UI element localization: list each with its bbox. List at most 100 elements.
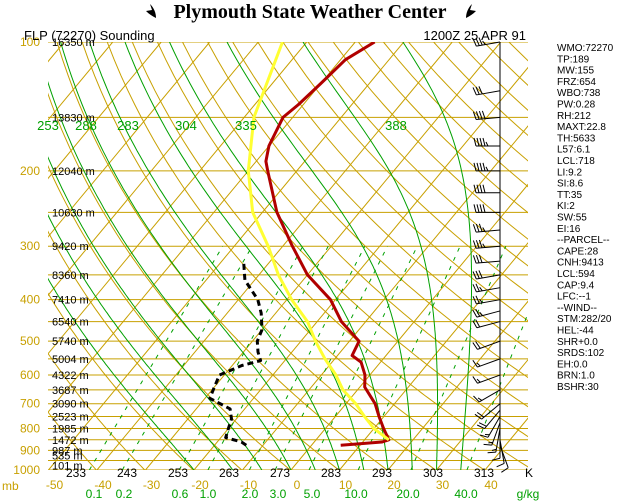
index-label: WMO:72270	[557, 43, 614, 54]
wind-barb	[473, 184, 500, 194]
pressure-tick: 1000	[13, 463, 40, 477]
height-label: 8360 m	[52, 270, 89, 282]
index-label: TH:5633	[557, 133, 596, 144]
dry-adiabat	[307, 42, 528, 267]
temp-tick: -30	[143, 478, 161, 492]
wind-barb	[487, 428, 501, 454]
wind-barb	[474, 403, 501, 420]
moist-adiabat	[48, 156, 263, 470]
isotherm-line	[436, 358, 528, 470]
wind-barb	[472, 239, 501, 249]
isotherm-line	[48, 42, 308, 355]
index-label: CAPE:28	[557, 246, 599, 257]
mixing-ratio-tick: 0.1	[86, 487, 103, 501]
wind-barb	[472, 270, 501, 280]
index-label: CNH:9413	[557, 258, 604, 269]
index-label: PW:0.28	[557, 100, 596, 111]
dry-adiabat	[81, 42, 437, 470]
mixing-ratio-line	[274, 245, 388, 470]
kelvin-tick: 313	[474, 466, 494, 480]
index-label: EH:0.0	[557, 359, 588, 370]
mixing-ratio-line	[466, 311, 528, 470]
height-label: 1985 m	[52, 424, 89, 436]
pressure-unit: mb	[2, 479, 19, 493]
station-label: FLP (72270) Sounding	[24, 28, 155, 43]
mixing-ratio-line	[410, 246, 507, 470]
temp-tick: 0	[294, 478, 301, 492]
index-label: TP:189	[557, 54, 590, 65]
wind-barb	[472, 223, 501, 233]
moist-adiabat	[48, 80, 292, 470]
mixing-ratio-tick: g/kg	[517, 487, 540, 501]
index-label: BSHR:30	[557, 382, 599, 393]
dry-adiabat	[48, 411, 97, 470]
index-label: --WIND--	[557, 303, 597, 314]
kelvin-tick: 303	[423, 466, 443, 480]
kelvin-tick: 283	[321, 466, 341, 480]
wind-barb	[472, 374, 501, 384]
height-label: 2523 m	[52, 412, 89, 424]
theta-tick: 283	[117, 118, 139, 133]
mixing-ratio-tick: 0.6	[172, 487, 189, 501]
index-label: LCL:718	[557, 156, 595, 167]
pressure-tick: 500	[20, 334, 40, 348]
wind-barb	[476, 409, 501, 430]
index-label: RH:212	[557, 111, 591, 122]
index-label: CAP:9.4	[557, 280, 595, 291]
isotherm-line	[0, 42, 16, 470]
dry-adiabat	[182, 42, 528, 408]
index-label: FRZ:654	[557, 77, 596, 88]
mixing-ratio-tick: 1.0	[200, 487, 217, 501]
wind-barb	[472, 86, 501, 96]
isotherm-line	[48, 42, 405, 470]
height-label: 5740 m	[52, 336, 89, 348]
temp-tick: 10	[339, 478, 353, 492]
series-dewpoint	[208, 263, 264, 448]
kelvin-tick: 273	[270, 466, 290, 480]
chart-grid	[0, 42, 528, 470]
index-label: LCL:594	[557, 269, 595, 280]
index-label: LFC:--1	[557, 292, 591, 303]
height-label: 3687 m	[52, 385, 89, 397]
isotherm-line	[242, 125, 528, 470]
mixing-ratio-line	[207, 245, 329, 470]
temp-tick: -50	[46, 478, 64, 492]
isotherm-line	[193, 66, 528, 470]
pressure-tick: 200	[20, 164, 40, 178]
height-label: 101 m	[52, 460, 83, 472]
dry-adiabat	[458, 42, 528, 111]
temp-tick: -40	[94, 478, 112, 492]
index-label: SHR+0.0	[557, 337, 598, 348]
time-label: 1200Z 25 APR 91	[423, 28, 526, 43]
index-label: L57:6.1	[557, 145, 591, 156]
height-label: 9420 m	[52, 241, 89, 253]
height-label: 987 m	[52, 445, 83, 457]
temp-tick: 30	[436, 478, 450, 492]
mixing-ratio-tick: 40.0	[454, 487, 478, 501]
isotherm-line	[48, 42, 114, 121]
pressure-tick: 900	[20, 443, 40, 457]
pressure-tick: 800	[20, 422, 40, 436]
theta-tick: 253	[37, 118, 59, 133]
height-label: 6540 m	[52, 317, 89, 329]
wind-barb	[473, 137, 500, 147]
index-label: STM:282/20	[557, 314, 612, 325]
page-title: Plymouth State Weather Center	[173, 1, 446, 23]
mixing-ratio-tick: 10.0	[344, 487, 368, 501]
index-label: MW:155	[557, 66, 594, 77]
wind-barb	[483, 422, 501, 446]
wind-barb	[499, 445, 509, 473]
pressure-tick: 700	[20, 397, 40, 411]
kelvin-tick: 233	[66, 466, 86, 480]
dry-adiabat	[56, 42, 388, 470]
mixing-ratio-line	[248, 245, 366, 470]
mixing-ratio-line	[308, 245, 418, 470]
temp-tick: 40	[484, 478, 498, 492]
wind-barbs	[472, 37, 509, 473]
height-label: 3090 m	[52, 399, 89, 411]
kelvin-tick: 263	[219, 466, 239, 480]
dry-adiabat	[357, 42, 528, 214]
wind-barb	[472, 319, 501, 329]
dry-adiabat	[383, 42, 528, 188]
wind-barb	[472, 340, 501, 350]
